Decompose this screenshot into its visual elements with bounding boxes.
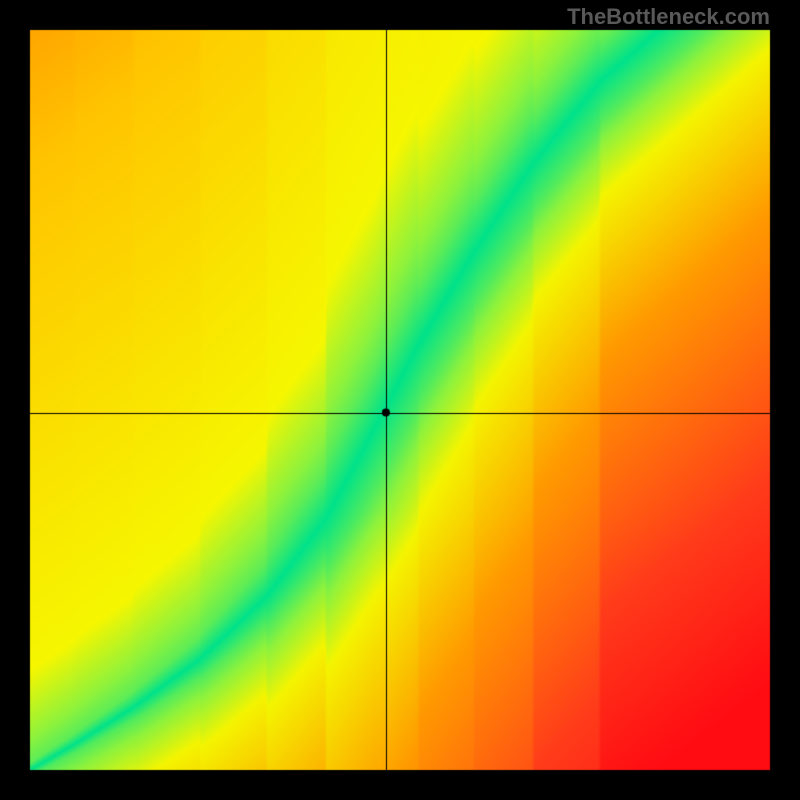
bottleneck-heatmap-canvas: [0, 0, 800, 800]
watermark-text: TheBottleneck.com: [567, 4, 770, 30]
chart-container: TheBottleneck.com: [0, 0, 800, 800]
